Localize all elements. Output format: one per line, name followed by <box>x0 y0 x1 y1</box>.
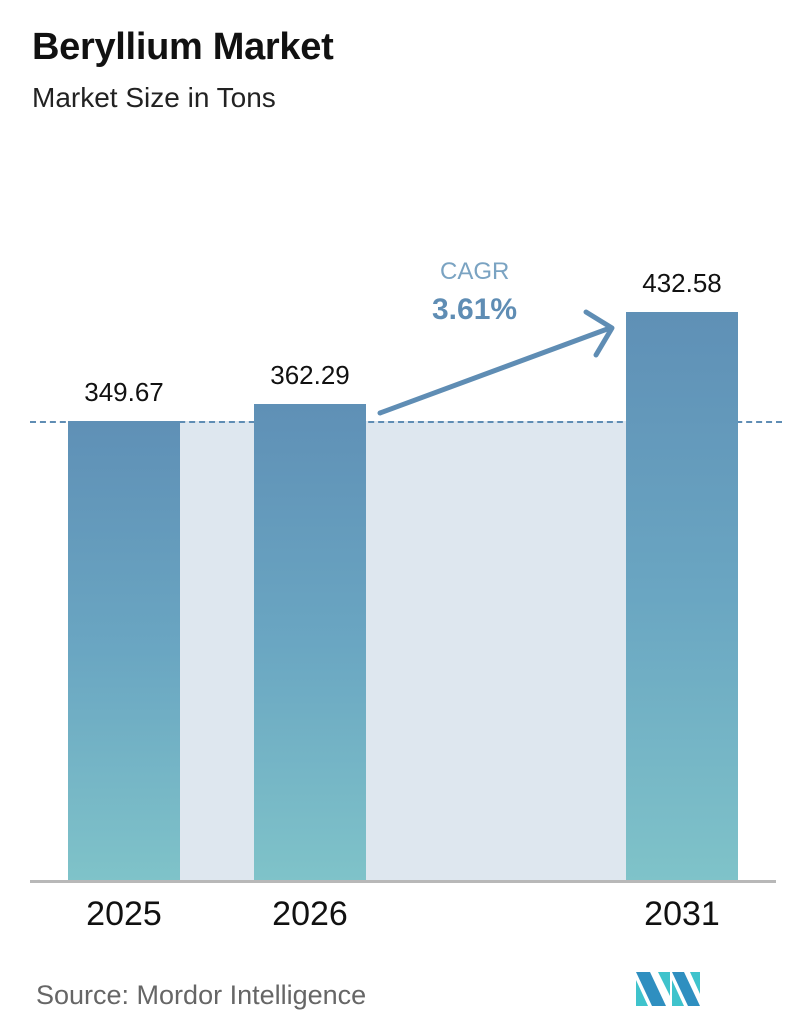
reference-dashed-line <box>30 421 782 423</box>
x-label-2031: 2031 <box>644 895 720 933</box>
bar-2026 <box>254 404 366 881</box>
x-label-2026: 2026 <box>272 895 348 933</box>
chart-subtitle: Market Size in Tons <box>32 82 276 113</box>
value-label-2031: 432.58 <box>642 268 722 298</box>
x-label-2025: 2025 <box>86 895 162 933</box>
band-2026-2031 <box>366 421 626 881</box>
x-axis <box>30 880 776 883</box>
source-text: Source: Mordor Intelligence <box>36 980 367 1010</box>
bar-2025 <box>68 421 180 881</box>
bar-2031 <box>626 312 738 881</box>
chart-title: Beryllium Market <box>32 26 334 68</box>
value-label-2025: 349.67 <box>84 377 164 407</box>
band-2025-2026 <box>180 421 254 881</box>
value-label-2026: 362.29 <box>270 360 350 390</box>
cagr-label: CAGR <box>440 258 510 285</box>
cagr-value: 3.61% <box>432 293 518 326</box>
mordor-intelligence-logo-icon <box>636 972 700 1006</box>
